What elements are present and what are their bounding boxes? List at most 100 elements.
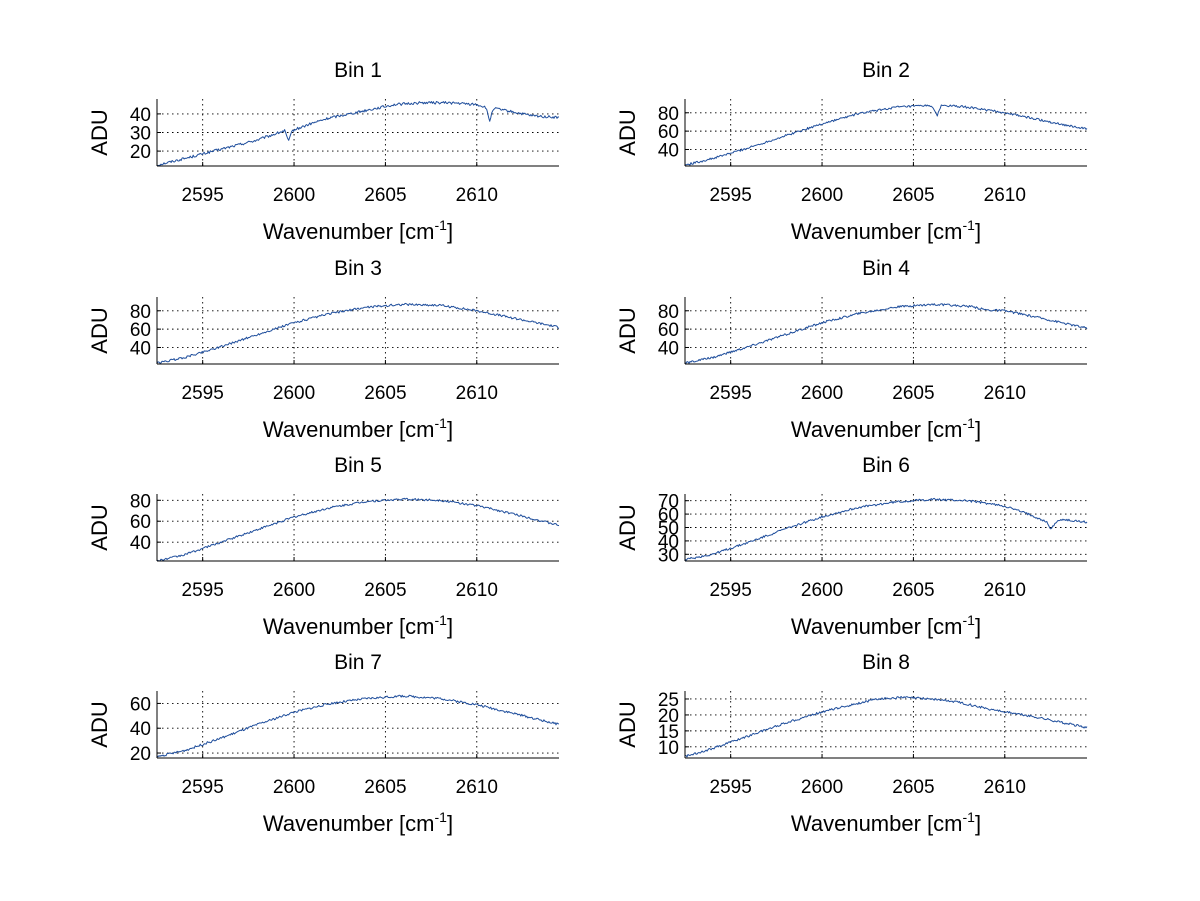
subplot-title: Bin 1 <box>334 59 382 82</box>
subplot-title: Bin 7 <box>334 651 382 674</box>
x-axis-label: Wavenumber [cm-1] <box>791 415 981 442</box>
y-tick-label: 60 <box>658 505 679 526</box>
x-tick-label: 2610 <box>984 185 1026 206</box>
x-tick-label: 2605 <box>364 185 406 206</box>
x-tick-label: 2610 <box>456 580 498 601</box>
x-tick-label: 2605 <box>364 777 406 798</box>
y-tick-label: 80 <box>658 104 679 125</box>
y-tick-label: 25 <box>658 690 679 711</box>
x-axis-label: Wavenumber [cm-1] <box>263 612 453 639</box>
x-tick-label: 2600 <box>273 383 315 404</box>
y-tick-label: 40 <box>658 338 679 359</box>
subplot-7: 2595 2600 2605 2610 20 40 60 Bin 7 Wavenumber [c… <box>87 651 560 836</box>
x-tick-label: 2605 <box>364 580 406 601</box>
y-axis-label: ADU <box>615 109 640 155</box>
x-tick-label: 2600 <box>273 185 315 206</box>
y-tick-label: 50 <box>658 519 679 540</box>
y-tick-label: 60 <box>130 694 151 715</box>
x-tick-label: 2610 <box>456 777 498 798</box>
x-tick-label: 2595 <box>182 383 224 404</box>
subplot-title: Bin 3 <box>334 257 382 280</box>
y-tick-label: 40 <box>658 140 679 161</box>
y-tick-label: 40 <box>658 532 679 553</box>
y-tick-label: 15 <box>658 722 679 743</box>
series-line <box>685 696 1088 758</box>
y-tick-label: 70 <box>658 492 679 513</box>
y-tick-label: 80 <box>658 302 679 323</box>
y-axis-label: ADU <box>615 504 640 550</box>
y-axis-label: ADU <box>87 504 112 550</box>
x-axis-label: Wavenumber [cm-1] <box>791 809 981 836</box>
y-tick-label: 40 <box>130 719 151 740</box>
series-line <box>156 694 560 758</box>
x-tick-label: 2595 <box>182 185 224 206</box>
subplot-title: Bin 5 <box>334 454 382 477</box>
x-tick-label: 2605 <box>364 383 406 404</box>
y-tick-label: 20 <box>130 744 151 765</box>
subplot-title: Bin 8 <box>862 651 910 674</box>
x-tick-label: 2610 <box>984 777 1026 798</box>
series-line <box>684 303 1088 364</box>
x-axis-label: Wavenumber [cm-1] <box>263 415 453 442</box>
y-axis-label: ADU <box>615 307 640 353</box>
y-tick-label: 20 <box>130 142 151 163</box>
y-tick-label: 60 <box>658 320 679 341</box>
y-tick-label: 40 <box>130 105 151 126</box>
x-tick-label: 2600 <box>801 777 843 798</box>
x-tick-label: 2595 <box>182 777 224 798</box>
x-tick-label: 2605 <box>892 777 934 798</box>
x-tick-label: 2605 <box>892 383 934 404</box>
y-axis-label: ADU <box>87 307 112 353</box>
x-tick-label: 2600 <box>801 580 843 601</box>
y-tick-label: 80 <box>130 491 151 512</box>
y-tick-label: 40 <box>130 533 151 554</box>
y-tick-label: 30 <box>130 124 151 145</box>
x-axis-label: Wavenumber [cm-1] <box>791 217 981 244</box>
x-axis-label: Wavenumber [cm-1] <box>263 809 453 836</box>
y-tick-label: 80 <box>130 302 151 323</box>
x-tick-label: 2595 <box>710 185 752 206</box>
y-tick-label: 40 <box>130 338 151 359</box>
series-line <box>156 101 560 167</box>
x-tick-label: 2605 <box>892 580 934 601</box>
y-tick-label: 60 <box>130 512 151 533</box>
y-tick-label: 10 <box>658 738 679 759</box>
y-tick-label: 60 <box>130 320 151 341</box>
subplot-title: Bin 6 <box>862 454 910 477</box>
series-line <box>156 497 560 562</box>
subplot-title: Bin 4 <box>862 257 910 280</box>
x-tick-label: 2605 <box>892 185 934 206</box>
x-tick-label: 2595 <box>710 777 752 798</box>
x-tick-label: 2610 <box>984 383 1026 404</box>
x-tick-label: 2610 <box>456 185 498 206</box>
x-axis-label: Wavenumber [cm-1] <box>791 612 981 639</box>
x-tick-label: 2610 <box>984 580 1026 601</box>
x-tick-label: 2595 <box>710 580 752 601</box>
y-axis-label: ADU <box>87 701 112 747</box>
y-axis-label: ADU <box>87 109 112 155</box>
y-axis-label: ADU <box>615 701 640 747</box>
y-tick-label: 60 <box>658 122 679 143</box>
x-tick-label: 2600 <box>273 580 315 601</box>
x-tick-label: 2610 <box>456 383 498 404</box>
y-tick-label: 20 <box>658 706 679 727</box>
x-tick-label: 2600 <box>801 185 843 206</box>
x-axis-label: Wavenumber [cm-1] <box>263 217 453 244</box>
x-tick-label: 2600 <box>801 383 843 404</box>
series-line <box>684 497 1088 561</box>
series-line <box>156 302 560 364</box>
x-tick-label: 2600 <box>273 777 315 798</box>
y-tick-label: 30 <box>658 545 679 566</box>
series-line <box>684 104 1088 166</box>
x-tick-label: 2595 <box>710 383 752 404</box>
subplot-title: Bin 2 <box>862 59 910 82</box>
x-tick-label: 2595 <box>182 580 224 601</box>
